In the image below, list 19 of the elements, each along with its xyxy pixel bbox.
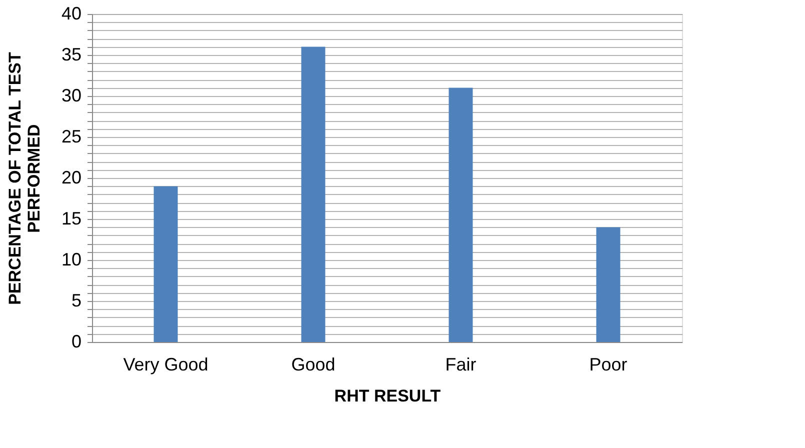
- x-tick-label: Poor: [589, 354, 628, 374]
- y-axis-title: PERCENTAGE OF TOTAL TEST PERFORMED: [5, 51, 44, 305]
- x-tick-label: Very Good: [123, 354, 208, 374]
- x-tick-label: Fair: [445, 354, 476, 374]
- y-tick-label: 35: [61, 44, 82, 64]
- bar: [448, 88, 473, 342]
- y-tick-label: 15: [61, 208, 82, 228]
- y-tick-label: 20: [61, 168, 82, 188]
- y-tick-label: 40: [61, 4, 82, 24]
- y-tick-label: 30: [61, 86, 82, 106]
- bar: [301, 46, 326, 342]
- y-tick-label: 10: [61, 250, 82, 270]
- x-axis-title: RHT RESULT: [334, 386, 442, 406]
- x-tick-label: Good: [291, 354, 336, 374]
- bar: [596, 227, 620, 342]
- y-tick-label: 5: [71, 290, 82, 310]
- bar: [154, 186, 178, 342]
- y-tick-label: 0: [71, 332, 82, 352]
- y-tick-label: 25: [61, 126, 82, 146]
